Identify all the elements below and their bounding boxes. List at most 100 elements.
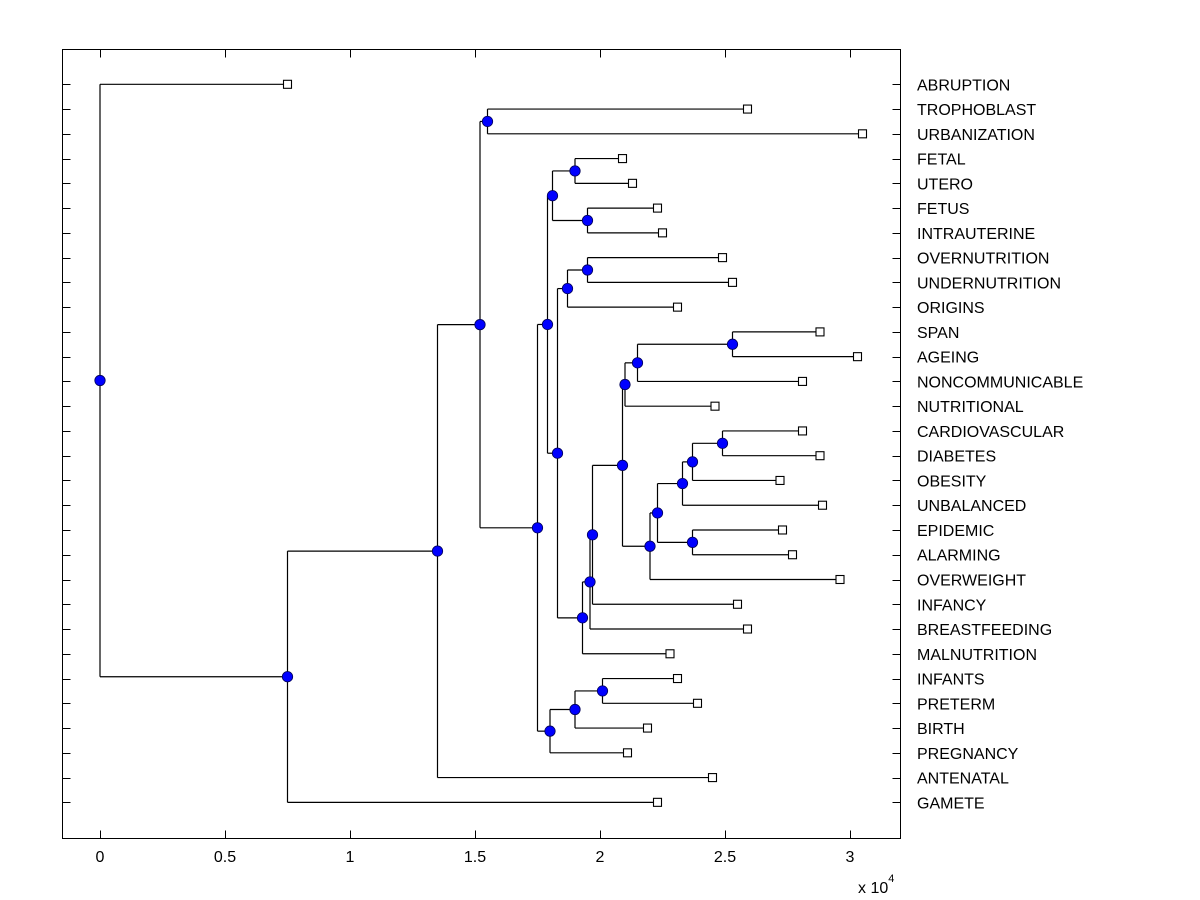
leaf-label-abruption: ABRUPTION [917, 77, 1010, 94]
x-tick-label: 0 [96, 849, 105, 866]
internal-node-marker [481, 115, 494, 128]
internal-node-marker [541, 318, 554, 331]
leaf-label-fetus: FETUS [917, 201, 969, 218]
leaf-label-intrauterine: INTRAUTERINE [917, 226, 1035, 243]
internal-node-marker [644, 540, 656, 552]
internal-node-marker [431, 545, 444, 557]
leaf-labels: ABRUPTION TROPHOBLAST URBANIZATION FETAL UTE… [917, 77, 1083, 812]
leaf-marker-malnutrition [665, 649, 675, 659]
leaf-label-nutritional: NUTRITIONAL [917, 399, 1024, 416]
leaf-label-overnutrition: OVERNUTRITION [917, 251, 1049, 268]
leaf-label-ageing: AGEING [917, 350, 979, 367]
leaf-label-antenatal: ANTENATAL [917, 771, 1009, 788]
leaf-label-gamete: GAMETE [917, 795, 985, 812]
axis-ticks [62, 49, 901, 839]
leaf-label-overweight: OVERWEIGHT [917, 573, 1026, 590]
leaf-label-utero: UTERO [917, 176, 973, 193]
internal-node-marker [576, 612, 589, 624]
internal-node-marker [584, 576, 596, 588]
internal-node-marker [569, 165, 581, 177]
leaf-marker-noncommunicable [797, 376, 808, 386]
leaf-marker-nutritional [710, 401, 720, 411]
leaf-marker-utero [627, 178, 638, 188]
leaf-marker-cardiovascular [797, 426, 808, 436]
leaf-label-epidemic: EPIDEMIC [917, 523, 994, 540]
x-tick-label: 0.5 [214, 849, 236, 866]
x-tick-label: 2 [596, 849, 605, 866]
leaf-label-malnutrition: MALNUTRITION [917, 647, 1037, 664]
internal-node-marker [631, 357, 644, 369]
leaf-marker-fetus [652, 203, 663, 213]
internal-node-marker [619, 378, 631, 391]
leaf-label-infants: INFANTS [917, 672, 985, 689]
internal-node-marker [676, 477, 689, 490]
internal-node-marker [581, 214, 594, 227]
leaf-marker-birth [642, 723, 653, 733]
internal-node-marker [726, 338, 739, 350]
leaf-marker-diabetes [815, 451, 825, 461]
internal-node-marker [551, 447, 564, 459]
x-axis-multiplier-exponent: 4 [888, 873, 894, 885]
leaf-label-unbalanced: UNBALANCED [917, 498, 1026, 515]
leaf-marker-ageing [852, 352, 863, 362]
leaf-marker-infancy [732, 599, 743, 609]
leaf-marker-intrauterine [657, 228, 668, 238]
x-tick-labels: 0 0.5 1 1.5 2 2.5 3 [96, 849, 855, 866]
leaf-marker-abruption [282, 79, 293, 89]
internal-node-marker [281, 671, 294, 683]
internal-node-marker [651, 507, 664, 519]
leaf-label-alarming: ALARMING [917, 548, 1001, 565]
leaf-marker-urbanization [857, 129, 868, 139]
leaf-marker-epidemic [777, 525, 788, 535]
internal-node-marker [544, 725, 556, 737]
leaf-marker-breastfeeding [742, 624, 753, 634]
internal-node-marker [686, 536, 699, 548]
internal-node-marker [531, 522, 544, 534]
leaf-marker-gamete [652, 797, 663, 807]
internal-node-marker [569, 703, 581, 716]
leaf-marker-antenatal [707, 773, 718, 783]
leaf-label-preterm: PRETERM [917, 696, 995, 713]
x-tick-label: 3 [846, 849, 855, 866]
axes-frame [62, 49, 901, 839]
leaf-label-urbanization: URBANIZATION [917, 127, 1035, 144]
leaf-label-cardiovascular: CARDIOVASCULAR [917, 424, 1064, 441]
leaf-label-span: SPAN [917, 325, 959, 342]
leaf-marker-trophoblast [742, 104, 753, 114]
leaf-marker-overweight [835, 574, 845, 585]
internal-node-marker [586, 529, 599, 541]
leaf-marker-undernutrition [727, 277, 738, 287]
leaf-label-pregnancy: PREGNANCY [917, 746, 1019, 763]
internal-node-marker [94, 374, 106, 387]
leaf-label-noncommunicable: NONCOMMUNICABLE [917, 374, 1083, 391]
leaf-marker-preterm [692, 698, 703, 708]
leaf-marker-span [815, 327, 825, 337]
leaf-marker-overnutrition [717, 253, 728, 263]
leaf-marker-pregnancy [622, 748, 633, 758]
x-tick-label: 1.5 [464, 849, 486, 866]
x-axis-multiplier-base: x 10 [858, 880, 888, 897]
leaf-label-fetal: FETAL [917, 152, 966, 169]
leaf-marker-infants [672, 673, 683, 684]
leaf-label-undernutrition: UNDERNUTRITION [917, 275, 1061, 292]
leaf-label-origins: ORIGINS [917, 300, 985, 317]
x-tick-label: 2.5 [714, 849, 736, 866]
dendrogram-internal-nodes [94, 115, 739, 737]
internal-node-marker [474, 319, 486, 331]
leaf-marker-fetal [617, 154, 628, 164]
leaf-marker-origins [672, 302, 683, 312]
internal-node-marker [581, 264, 594, 276]
x-tick-label: 1 [346, 849, 355, 866]
leaf-marker-unbalanced [817, 500, 828, 510]
leaf-label-obesity: OBESITY [917, 473, 987, 490]
leaf-marker-alarming [787, 550, 798, 560]
internal-node-marker [716, 437, 729, 449]
internal-node-marker [686, 456, 699, 468]
internal-node-marker [616, 459, 629, 471]
internal-node-marker [596, 685, 609, 697]
x-axis-multiplier: x 104 [858, 873, 894, 897]
leaf-label-breastfeeding: BREASTFEEDING [917, 622, 1052, 639]
leaf-label-diabetes: DIABETES [917, 449, 996, 466]
